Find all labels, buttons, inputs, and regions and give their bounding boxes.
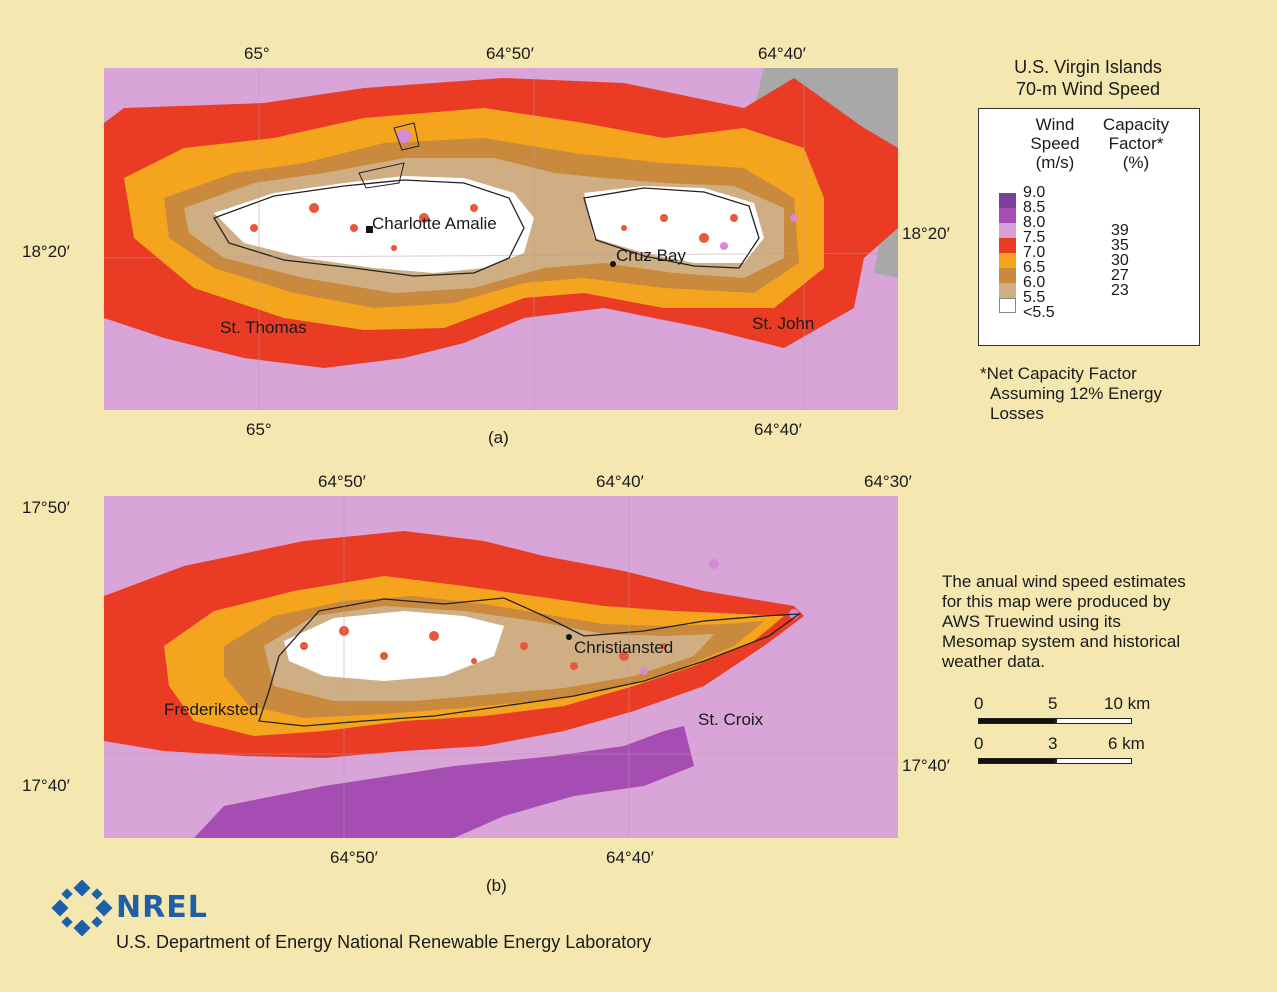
map-b-bottom-tick-2: 64°40′ (606, 848, 654, 867)
legend-level-5-5: 5.5 (1023, 289, 1046, 306)
place-christiansted: Christiansted (574, 638, 674, 657)
map-a-right-latitude: 18°20′ (902, 224, 950, 243)
swatch-below-5-5 (999, 298, 1016, 313)
description-line3: AWS Truewind using its (942, 612, 1121, 631)
map-b-wind-speed: Christiansted Frederiksted St. Croix (104, 496, 898, 838)
legend-level-8-5: 8.5 (1023, 199, 1046, 216)
scale-mi-3: 3 (1048, 734, 1058, 753)
legend-level-7-0: 7.0 (1023, 244, 1046, 261)
legend-title-line1: U.S. Virgin Islands (1014, 57, 1162, 77)
description-line2: for this map were produced by (942, 592, 1171, 611)
map-b-top-tick-1: 64°50′ (318, 472, 366, 491)
legend-capacity-23: 23 (1111, 282, 1129, 299)
map-a-top-tick-2: 64°50′ (486, 44, 534, 63)
legend-col2-line3: (%) (1122, 153, 1150, 172)
place-frederiksted: Frederiksted (164, 700, 259, 719)
swatch-8-5-9-0 (999, 193, 1016, 208)
description-text: The anual wind speed estimates for this … (942, 572, 1186, 672)
map-a-caption: (a) (488, 428, 509, 447)
map-a-top-tick-3: 64°40′ (758, 44, 806, 63)
nrel-logo-icon (51, 879, 113, 937)
swatch-8-0-8-5 (999, 208, 1016, 223)
legend-level-8-0: 8.0 (1023, 214, 1046, 231)
legend-col2-line2: Factor* (1108, 134, 1164, 153)
description-line5: weather data. (942, 652, 1046, 671)
scale-bar-1-black (978, 718, 1056, 724)
legend-col1-header: Wind Speed (m/s) (1015, 115, 1095, 172)
description-line4: Mesomap system and historical (942, 632, 1181, 651)
map-b-top-tick-3: 64°30′ (864, 472, 912, 491)
map-b-top-tick-2: 64°40′ (596, 472, 644, 491)
map-a-bottom-tick-1: 65° (246, 420, 272, 439)
swatch-6-0-6-5 (999, 268, 1016, 283)
map-b-bottom-tick-1: 64°50′ (330, 848, 378, 867)
map-b-left-lat-bottom: 17°40′ (22, 776, 70, 795)
map-a-left-latitude: 18°20′ (22, 242, 70, 261)
legend-level-9-0: 9.0 (1023, 184, 1046, 201)
swatch-7-5-8-0 (999, 223, 1016, 238)
legend-col1-line2: Speed (1030, 134, 1080, 153)
map-b-right-latitude: 17°40′ (902, 756, 950, 775)
legend-capacity-39: 39 (1111, 222, 1129, 239)
map-a-top-tick-1: 65° (244, 44, 270, 63)
place-charlotte-amalie: Charlotte Amalie (372, 214, 497, 233)
scale-km-0: 0 (974, 694, 984, 713)
legend-footnote: *Net Capacity Factor Assuming 12% Energy… (980, 364, 1162, 424)
scale-bar-2-white (1056, 758, 1132, 764)
map-b-graphic (104, 496, 898, 838)
legend-level-below-5-5: <5.5 (1023, 304, 1055, 321)
legend-capacity-30: 30 (1111, 252, 1129, 269)
scale-km-5: 5 (1048, 694, 1058, 713)
swatch-5-5-6-0 (999, 283, 1016, 298)
legend-capacity-27: 27 (1111, 267, 1129, 284)
scale-km-10: 10 km (1104, 694, 1151, 713)
legend-col1-line3: (m/s) (1035, 153, 1075, 172)
legend-title-line2: 70-m Wind Speed (1015, 79, 1161, 99)
footer-organization: U.S. Department of Energy National Renew… (116, 932, 652, 952)
scale-bar-1-white (1056, 718, 1132, 724)
swatch-6-5-7-0 (999, 253, 1016, 268)
legend-footnote-line1: *Net Capacity Factor (980, 364, 1137, 383)
legend-box: Wind Speed (m/s) Capacity Factor* (%) 9.… (978, 108, 1200, 346)
place-st-croix: St. Croix (698, 710, 764, 729)
place-st-thomas: St. Thomas (220, 318, 307, 337)
map-b-caption: (b) (486, 876, 507, 895)
legend-col2-header: Capacity Factor* (%) (1091, 115, 1181, 172)
map-a-wind-speed: Charlotte Amalie Cruz Bay St. Thomas St.… (104, 68, 898, 410)
place-st-john: St. John (752, 314, 815, 333)
legend-capacity-35: 35 (1111, 237, 1129, 254)
scale-bar-2-black (978, 758, 1056, 764)
legend-footnote-line2: Assuming 12% Energy (990, 384, 1162, 403)
legend-footnote-line3: Losses (990, 404, 1044, 423)
map-b-left-lat-top: 17°50′ (22, 498, 70, 517)
legend-col1-line1: Wind (1035, 115, 1075, 134)
legend-col2-line1: Capacity (1102, 115, 1170, 134)
nrel-logo: NREL (46, 879, 216, 937)
scale-mi-0: 0 (974, 734, 984, 753)
legend-level-6-0: 6.0 (1023, 274, 1046, 291)
description-line1: The anual wind speed estimates (942, 572, 1186, 591)
swatch-7-0-7-5 (999, 238, 1016, 253)
map-a-bottom-tick-2: 64°40′ (754, 420, 802, 439)
scale-mi-6: 6 km (1108, 734, 1145, 753)
place-cruz-bay: Cruz Bay (616, 246, 686, 265)
nrel-logo-text: NREL (116, 890, 208, 925)
map-a-graphic (104, 68, 898, 410)
legend-level-6-5: 6.5 (1023, 259, 1046, 276)
legend-level-7-5: 7.5 (1023, 229, 1046, 246)
